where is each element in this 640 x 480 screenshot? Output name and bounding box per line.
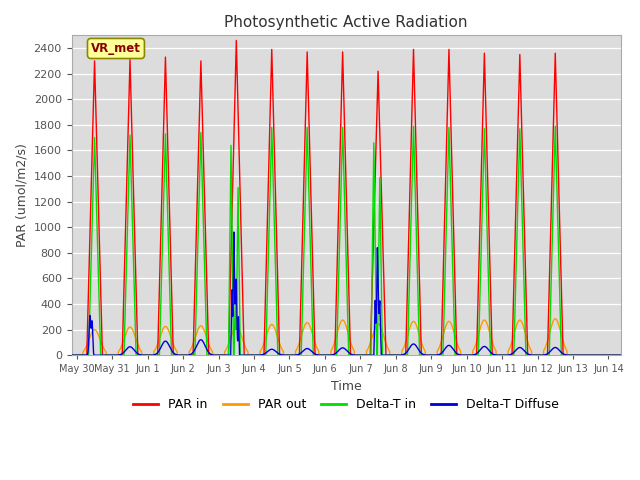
Title: Photosynthetic Active Radiation: Photosynthetic Active Radiation — [225, 15, 468, 30]
Text: VR_met: VR_met — [91, 42, 141, 55]
X-axis label: Time: Time — [331, 380, 362, 393]
Legend: PAR in, PAR out, Delta-T in, Delta-T Diffuse: PAR in, PAR out, Delta-T in, Delta-T Dif… — [129, 393, 564, 416]
Y-axis label: PAR (umol/m2/s): PAR (umol/m2/s) — [15, 144, 28, 247]
